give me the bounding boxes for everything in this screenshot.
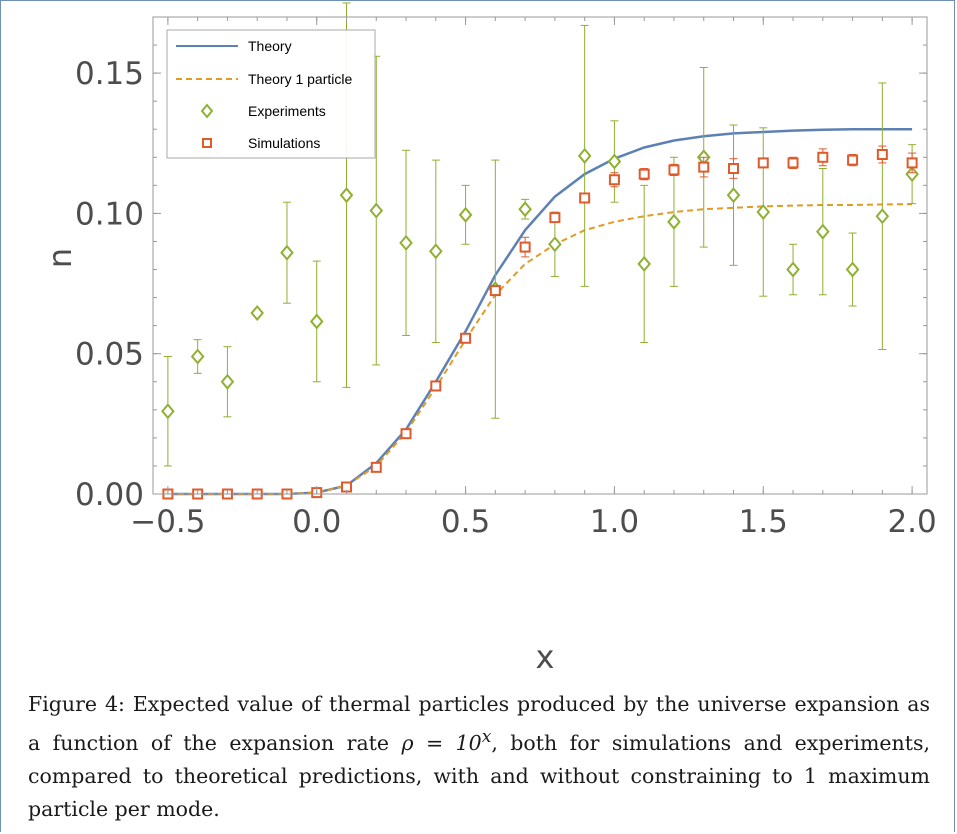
data-point-diamond xyxy=(369,202,384,219)
legend: Theory Theory 1 particle Experiments Simula… xyxy=(166,29,376,159)
data-point-square xyxy=(728,163,739,175)
data-point-diamond xyxy=(339,187,354,204)
series-line-theory xyxy=(167,127,913,496)
data-point-square xyxy=(579,192,591,204)
legend-label: Simulations xyxy=(248,135,320,151)
y-tick-label: 0.05 xyxy=(75,337,144,373)
caption-text-end: , both for simulations and experiments, … xyxy=(28,730,930,821)
data-point-square xyxy=(817,151,829,163)
caption-math: ρ = 10 xyxy=(401,730,482,755)
x-tick-label: 2.0 xyxy=(887,504,936,540)
data-point-square xyxy=(698,161,710,173)
data-point-diamond xyxy=(161,403,175,420)
legend-label: Theory 1 particle xyxy=(248,71,352,87)
data-point-square xyxy=(906,157,918,169)
x-tick-label: 1.5 xyxy=(739,504,788,540)
series-simulations xyxy=(162,145,918,500)
data-point-diamond xyxy=(428,243,443,260)
y-tick-label: 0.15 xyxy=(75,56,144,92)
data-point-diamond xyxy=(280,244,294,261)
data-point-diamond xyxy=(458,206,473,223)
data-point-diamond xyxy=(190,348,205,365)
plot-frame xyxy=(152,16,928,495)
y-tick-label: 0.10 xyxy=(75,196,144,232)
data-point-square xyxy=(519,241,531,253)
data-point-diamond xyxy=(309,313,324,330)
data-point-diamond xyxy=(607,153,622,170)
x-tick-label: 1.0 xyxy=(590,504,639,540)
data-point-square xyxy=(370,461,382,473)
data-point-diamond xyxy=(637,255,652,272)
data-point-square xyxy=(400,428,412,440)
data-point-diamond xyxy=(220,373,235,390)
caption-text-start: Figure 4: Expected value of thermal part… xyxy=(28,692,930,755)
data-point-diamond xyxy=(786,261,800,278)
data-point-square xyxy=(787,157,799,169)
data-point-diamond xyxy=(250,304,265,322)
legend-swatch-square xyxy=(202,138,212,148)
y-tick-label: 0.00 xyxy=(75,477,144,513)
data-point-diamond xyxy=(815,223,830,240)
caption-math-exponent: x xyxy=(481,727,492,747)
data-point-diamond xyxy=(756,203,771,221)
data-point-square xyxy=(876,148,888,160)
data-point-square xyxy=(460,332,472,344)
data-point-square xyxy=(549,212,561,224)
data-point-square xyxy=(757,157,769,169)
axes xyxy=(152,16,928,495)
legend-label: Experiments xyxy=(248,103,326,119)
data-point-diamond xyxy=(399,234,413,251)
data-point-diamond xyxy=(577,147,592,164)
data-point-diamond xyxy=(518,201,532,218)
data-point-diamond xyxy=(875,208,890,225)
x-axis-label: x xyxy=(536,638,555,676)
data-point-square xyxy=(668,164,680,176)
data-point-square xyxy=(489,285,501,297)
legend-label: Theory xyxy=(248,38,292,54)
data-point-diamond xyxy=(667,213,681,230)
data-point-square xyxy=(608,174,620,186)
series-experiments xyxy=(161,2,919,467)
figure-caption: Figure 4: Expected value of thermal part… xyxy=(28,688,930,826)
series-line-theory-1-particle xyxy=(167,203,913,495)
tick-labels: −0.5 0.0 0.5 1.0 1.5 2.0 0.00 0.05 0.10 0.15 xyxy=(75,56,937,540)
data-point-square xyxy=(638,168,650,180)
chart: −0.5 0.0 0.5 1.0 1.5 2.00.000.050.100.15 x n … xyxy=(41,2,937,676)
x-tick-label: −0.5 xyxy=(130,504,205,540)
data-point-square xyxy=(430,380,442,392)
data-point-diamond xyxy=(905,166,919,183)
y-axis-label: n xyxy=(41,248,79,268)
data-point-diamond xyxy=(845,261,860,278)
data-point-diamond xyxy=(726,187,741,204)
legend-swatch-diamond xyxy=(200,103,214,119)
legend-box xyxy=(166,29,376,159)
x-tick-label: 0.0 xyxy=(292,504,341,540)
x-tick-label: 0.5 xyxy=(441,504,490,540)
data-point-square xyxy=(847,154,859,166)
data-point-diamond xyxy=(548,236,562,253)
